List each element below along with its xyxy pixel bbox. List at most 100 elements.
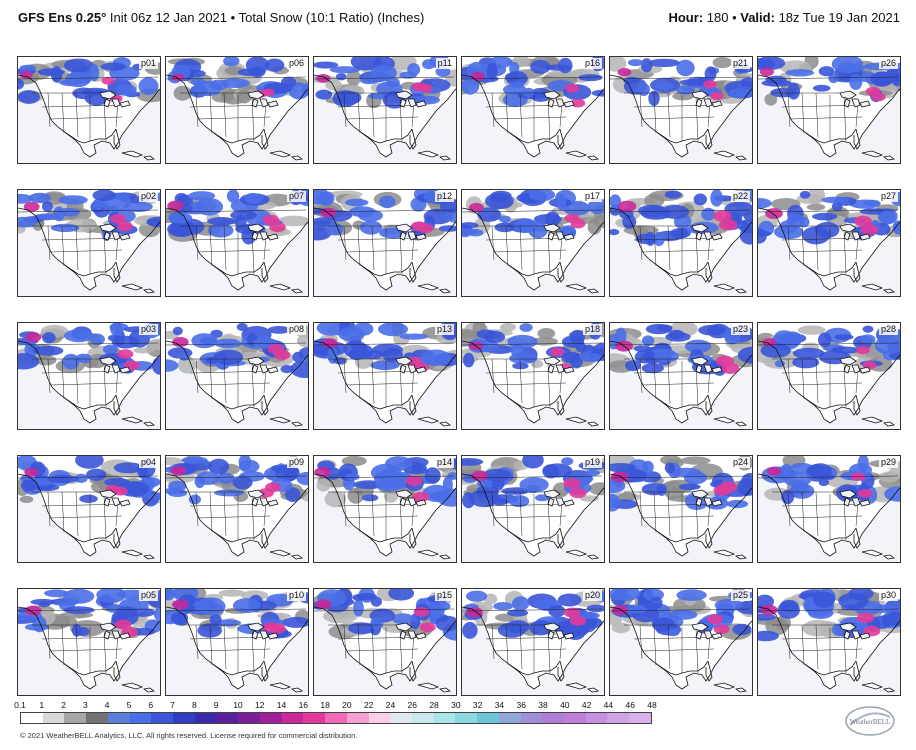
coastline (610, 74, 752, 161)
snow-moderate-area (787, 82, 800, 100)
colorbar-swatch (42, 713, 65, 723)
snow-moderate-area (799, 190, 811, 199)
snow-heavy-area (759, 67, 775, 77)
snow-moderate-area (213, 349, 244, 365)
snow-moderate-area (613, 589, 641, 601)
snow-moderate-area (664, 190, 682, 199)
colorbar-swatch (129, 713, 152, 723)
snow-moderate-area (29, 192, 51, 204)
snow-moderate-area (506, 620, 530, 634)
snow-moderate-area (378, 323, 408, 337)
snow-moderate-area (653, 231, 665, 247)
snow-moderate-area (732, 623, 752, 636)
colorbar-swatch (390, 713, 412, 723)
figure-title: GFS Ens 0.25° Init 06z 12 Jan 2021 • Tot… (18, 10, 424, 25)
coastline (314, 340, 456, 427)
snow-moderate-area (44, 589, 69, 598)
member-label: p11 (435, 58, 454, 69)
snow-moderate-area (728, 88, 752, 98)
snow-moderate-area (343, 340, 368, 359)
coastline (166, 207, 308, 294)
state-borders (462, 342, 603, 408)
snow-light-area (324, 491, 347, 508)
ensemble-member-panel: p26 (757, 56, 901, 164)
snow-moderate-area (648, 58, 680, 68)
snow-moderate-area (264, 58, 285, 72)
snow-moderate-area (388, 589, 415, 601)
member-label: p10 (286, 590, 306, 601)
colorbar-tick-label: 7 (170, 700, 175, 710)
snow-heavy-area (569, 615, 587, 626)
snow-moderate-area (508, 495, 530, 508)
snow-moderate-area (370, 616, 384, 630)
snow-moderate-area (399, 333, 429, 340)
snow-moderate-area (821, 196, 849, 204)
coastline (166, 74, 308, 161)
member-label: p12 (434, 191, 454, 202)
snow-moderate-area (477, 207, 502, 222)
snow-map (18, 57, 160, 163)
snow-moderate-area (422, 59, 436, 70)
snow-map (610, 456, 752, 562)
snow-light-area (806, 203, 826, 211)
state-borders (314, 76, 455, 142)
snow-moderate-area (831, 57, 864, 73)
snow-moderate-area (610, 229, 620, 236)
snow-moderate-area (676, 85, 696, 95)
snow-moderate-area (504, 72, 520, 82)
colorbar-swatch (346, 713, 369, 723)
member-label: p04 (138, 457, 158, 468)
colorbar-tick-label: 12 (254, 700, 265, 710)
colorbar-tick-label: 6 (148, 700, 154, 710)
snow-moderate-area (519, 323, 533, 332)
snow-heavy-area (117, 221, 133, 232)
snow-map (462, 589, 604, 695)
snow-moderate-area (75, 353, 92, 364)
snow-moderate-area (814, 222, 840, 238)
snow-moderate-area (863, 199, 881, 207)
snow-map (314, 190, 456, 296)
snow-moderate-area (115, 84, 137, 96)
snow-moderate-area (290, 360, 308, 378)
snow-moderate-area (561, 457, 574, 466)
snow-heavy-area (412, 491, 430, 502)
snow-light-area (611, 622, 631, 634)
ensemble-member-panel: p11 (313, 56, 457, 164)
snow-heavy-area (860, 224, 879, 236)
snow-heavy-area (563, 607, 581, 618)
snow-light-area (218, 589, 246, 597)
snow-moderate-area (476, 329, 496, 339)
valid-label: Valid: (740, 10, 775, 25)
snow-heavy-area (707, 614, 723, 624)
snow-heavy-area (269, 623, 286, 634)
snow-moderate-area (676, 227, 689, 238)
snow-heavy-area (471, 470, 489, 482)
snow-moderate-area (466, 590, 488, 602)
snow-moderate-area (170, 219, 195, 237)
snow-moderate-area (19, 64, 37, 72)
snow-moderate-area (486, 62, 498, 81)
snowfall-field (610, 589, 752, 640)
colorbar-swatch (151, 713, 174, 723)
snow-moderate-area (511, 344, 524, 359)
coastline (314, 473, 456, 560)
snow-heavy-area (713, 624, 730, 634)
colorbar-tick-label: 14 (276, 700, 287, 710)
snow-map (166, 456, 308, 562)
snow-moderate-area (714, 598, 743, 612)
colorbar-swatch (542, 713, 564, 723)
snow-moderate-area (96, 589, 127, 603)
colorbar-swatch (281, 713, 304, 723)
colorbar-swatch (194, 713, 217, 723)
snow-map (166, 190, 308, 296)
snow-moderate-area (301, 82, 308, 97)
coastline (314, 207, 456, 294)
snow-heavy-area (856, 612, 875, 624)
snow-moderate-area (375, 476, 404, 492)
snow-map (18, 323, 160, 429)
snow-moderate-area (24, 623, 50, 631)
snow-moderate-area (107, 334, 122, 342)
snow-moderate-area (507, 334, 538, 349)
snow-map (18, 589, 160, 695)
coastline (314, 606, 456, 693)
